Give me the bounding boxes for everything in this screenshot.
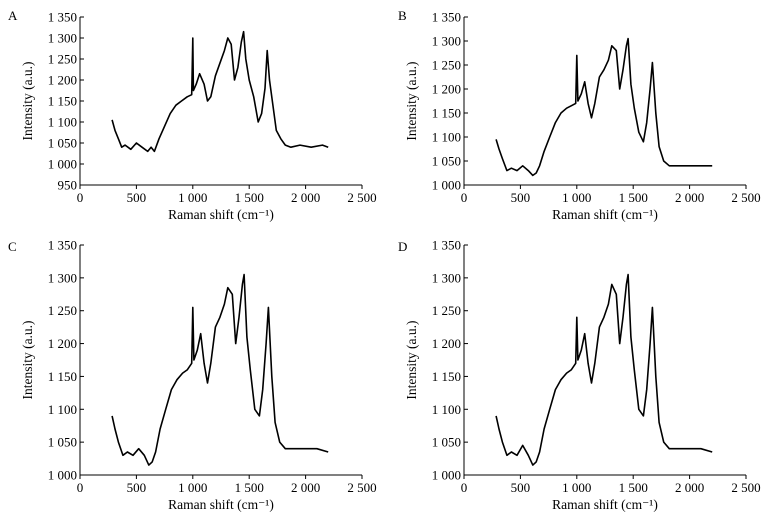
x-tick-label: 0 [77, 480, 84, 495]
x-tick-label: 1 000 [178, 480, 207, 495]
y-axis-label: Intensity (a.u.) [404, 61, 419, 140]
y-tick-label: 1 350 [48, 238, 77, 253]
panel-label: D [398, 239, 407, 254]
y-tick-label: 1 350 [432, 238, 461, 253]
x-tick-label: 500 [511, 190, 531, 205]
series-line [111, 273, 329, 466]
x-tick-label: 500 [127, 480, 147, 495]
y-tick-label: 1 050 [432, 435, 461, 450]
x-tick-label: 1 500 [235, 480, 264, 495]
y-tick-label: 1 300 [48, 31, 77, 46]
x-tick-label: 1 500 [619, 190, 648, 205]
y-tick-label: 1 050 [48, 136, 77, 151]
series-line [495, 273, 713, 466]
y-tick-label: 1 000 [432, 468, 461, 483]
x-tick-label: 500 [511, 480, 531, 495]
y-tick-label: 1 250 [432, 58, 461, 73]
x-tick-label: 2 500 [347, 190, 376, 205]
x-tick-label: 1 000 [178, 190, 207, 205]
y-tick-label: 1 200 [432, 336, 461, 351]
x-tick-label: 0 [461, 480, 468, 495]
x-axis-label: Raman shift (cm⁻¹) [552, 207, 658, 222]
x-tick-label: 2 000 [675, 190, 704, 205]
x-tick-label: 2 000 [291, 190, 320, 205]
x-tick-label: 2 000 [291, 480, 320, 495]
y-tick-label: 1 000 [48, 157, 77, 172]
y-tick-label: 1 100 [48, 115, 77, 130]
y-tick-label: 1 050 [48, 435, 77, 450]
x-tick-label: 500 [127, 190, 147, 205]
y-tick-label: 1 000 [432, 178, 461, 193]
x-tick-label: 2 500 [347, 480, 376, 495]
x-tick-label: 1 500 [235, 190, 264, 205]
y-tick-label: 1 200 [432, 82, 461, 97]
x-tick-label: 1 000 [562, 480, 591, 495]
y-axis-label: Intensity (a.u.) [20, 61, 35, 140]
panel-a: A 950 1 000 1 050 1 100 1 150 1 200 1 250 1 300 1… [8, 8, 377, 222]
y-tick-label: 1 150 [48, 369, 77, 384]
y-tick-label: 1 150 [432, 369, 461, 384]
y-axis-label: Intensity (a.u.) [404, 320, 419, 399]
y-tick-label: 1 250 [48, 303, 77, 318]
y-tick-label: 1 050 [432, 154, 461, 169]
y-tick-label: 1 150 [48, 94, 77, 109]
x-tick-label: 1 000 [562, 190, 591, 205]
panel-label: A [8, 8, 18, 23]
panel-label: C [8, 239, 17, 254]
x-tick-label: 0 [461, 190, 468, 205]
x-axis-label: Raman shift (cm⁻¹) [168, 207, 274, 222]
y-tick-label: 1 300 [432, 34, 461, 49]
y-axis-label: Intensity (a.u.) [20, 320, 35, 399]
y-tick-label: 1 250 [432, 303, 461, 318]
x-tick-label: 1 500 [619, 480, 648, 495]
x-tick-label: 2 500 [731, 190, 760, 205]
y-tick-label: 1 000 [48, 468, 77, 483]
y-tick-label: 1 300 [48, 270, 77, 285]
panel-b: B 1 000 1 050 1 100 1 150 1 200 1 250 1 300 1 35… [398, 8, 761, 222]
y-tick-label: 1 350 [432, 10, 461, 25]
y-tick-label: 1 300 [432, 270, 461, 285]
series-line [495, 37, 713, 177]
series-line [111, 30, 329, 153]
x-axis-label: Raman shift (cm⁻¹) [552, 497, 658, 512]
y-tick-label: 1 100 [48, 402, 77, 417]
y-tick-label: 1 100 [432, 130, 461, 145]
y-tick-label: 1 100 [432, 402, 461, 417]
y-tick-label: 950 [58, 178, 78, 193]
x-tick-label: 0 [77, 190, 84, 205]
panel-d: D 1 000 1 050 1 100 1 150 1 200 1 250 1 300 1 35… [398, 238, 761, 513]
panel-label: B [398, 8, 407, 23]
panel-c: C 1 000 1 050 1 100 1 150 1 200 1 250 1 300 1 35… [8, 238, 377, 513]
y-tick-label: 1 350 [48, 10, 77, 25]
x-tick-label: 2 500 [731, 480, 760, 495]
x-tick-label: 2 000 [675, 480, 704, 495]
y-tick-label: 1 200 [48, 73, 77, 88]
y-tick-label: 1 150 [432, 106, 461, 121]
x-axis-label: Raman shift (cm⁻¹) [168, 497, 274, 512]
y-tick-label: 1 250 [48, 52, 77, 67]
y-tick-label: 1 200 [48, 336, 77, 351]
